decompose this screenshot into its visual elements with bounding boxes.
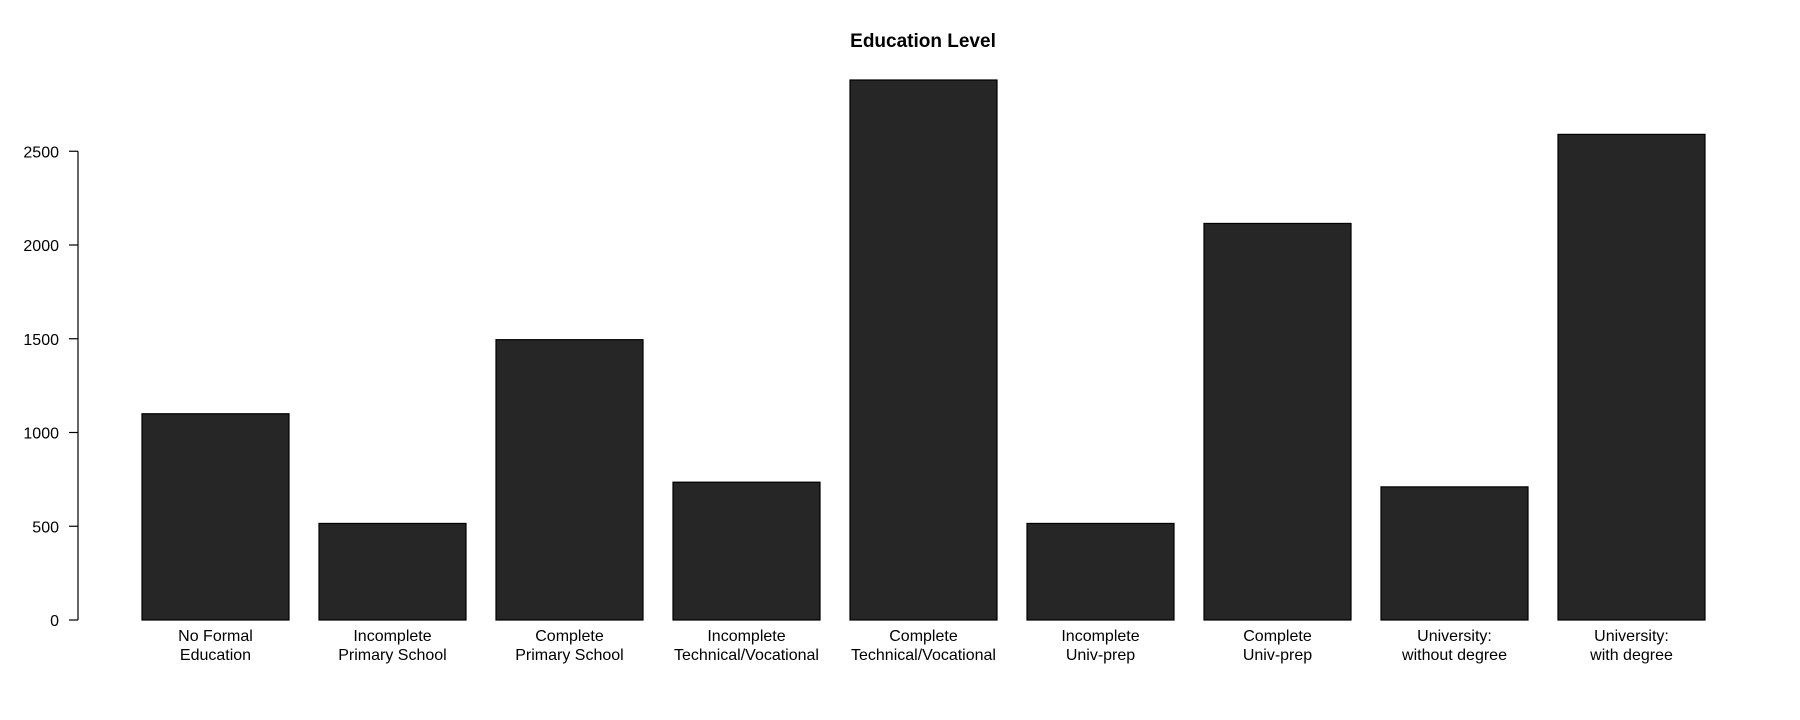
x-tick-label-line: Univ-prep — [1243, 647, 1312, 664]
x-tick-label: Incomplete Primary School — [338, 628, 446, 664]
x-tick-label-line: No Formal — [178, 628, 253, 645]
x-tick-label-line: Complete — [1243, 628, 1312, 645]
y-tick-label: 500 — [32, 519, 59, 536]
bar — [495, 339, 644, 621]
y-tick-label: 1000 — [23, 426, 59, 443]
chart-title: Education Level — [850, 31, 996, 52]
bar — [1380, 486, 1529, 621]
x-tick-label: Incomplete Technical/Vocational — [674, 628, 819, 664]
x-tick-label-line: University: — [1417, 628, 1492, 645]
x-tick-label: University: with degree — [1589, 628, 1673, 664]
bar — [849, 79, 998, 621]
x-tick-label-line: Primary School — [515, 647, 623, 664]
category-labels: No Formal Education Incomplete Primary Scho… — [178, 628, 1673, 664]
bar — [672, 481, 821, 621]
y-axis: 0 500 1000 1500 2000 2500 — [23, 144, 79, 630]
y-tick-label: 2500 — [23, 144, 59, 161]
y-tick-label: 2000 — [23, 238, 59, 255]
bar — [1026, 522, 1175, 621]
x-tick-label: Complete Technical/Vocational — [851, 628, 996, 664]
x-tick-label-line: Incomplete — [353, 628, 431, 645]
x-tick-label-line: with degree — [1589, 647, 1673, 664]
bars — [141, 79, 1706, 621]
x-tick-label: Incomplete Univ-prep — [1061, 628, 1139, 664]
y-tick-label: 1500 — [23, 332, 59, 349]
x-tick-label-line: Primary School — [338, 647, 446, 664]
x-tick-label-line: Technical/Vocational — [674, 647, 819, 664]
x-tick-label-line: Education — [180, 647, 251, 664]
x-tick-label-line: Complete — [535, 628, 604, 645]
x-tick-label-line: Technical/Vocational — [851, 647, 996, 664]
x-tick-label-line: Univ-prep — [1066, 647, 1135, 664]
bar — [1557, 133, 1706, 621]
y-tick-label: 0 — [50, 613, 59, 630]
x-tick-label-line: University: — [1594, 628, 1669, 645]
x-tick-label: Complete Univ-prep — [1243, 628, 1312, 664]
x-tick-label: Complete Primary School — [515, 628, 623, 664]
x-tick-label-line: Incomplete — [1061, 628, 1139, 645]
x-tick-label: University: without degree — [1401, 628, 1507, 664]
bar — [141, 413, 290, 621]
bar — [318, 522, 467, 621]
x-tick-label-line: without degree — [1401, 647, 1507, 664]
x-tick-label-line: Incomplete — [707, 628, 785, 645]
x-tick-label-line: Complete — [889, 628, 958, 645]
bar — [1203, 222, 1352, 621]
x-tick-label: No Formal Education — [178, 628, 253, 664]
